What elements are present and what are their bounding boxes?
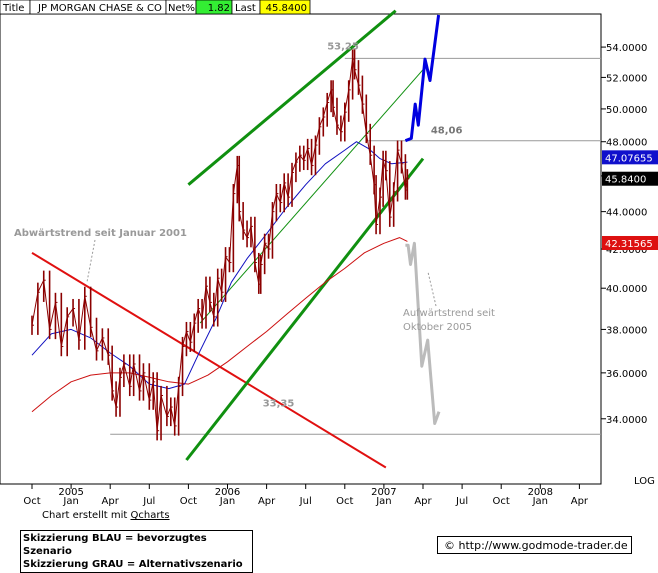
x-tick-label: Oct	[23, 496, 40, 507]
x-tick-label: Oct	[493, 496, 510, 507]
copyright-icon: ©	[444, 539, 455, 552]
uptrend-annotation-line1: Aufwärtstrend seit	[403, 308, 495, 319]
last-price-tag: 45.8400	[605, 175, 646, 186]
x-tick-label: Oct	[180, 496, 197, 507]
year-label: 2007	[371, 487, 396, 498]
level-label-48: 48,06	[431, 126, 463, 137]
y-tick-label: 52.0000	[606, 73, 647, 84]
symbol-name: JP MORGAN CHASE & CO	[37, 3, 162, 14]
y-tick-label: 54.0000	[606, 43, 647, 54]
price-line	[31, 58, 408, 432]
level-label-33: 33,35	[263, 398, 295, 409]
net-label: Net%	[168, 3, 195, 14]
channel-lower-line	[185, 157, 425, 461]
y-tick-label: 44.0000	[606, 208, 647, 219]
x-tick-label: Apr	[102, 496, 120, 507]
chart-credit: Chart erstellt mit Qcharts	[42, 510, 170, 521]
channel-upper-line	[187, 9, 397, 186]
ma-fast-line	[31, 141, 408, 390]
ma-slow-value-tag: 42.31565	[605, 239, 653, 250]
x-tick-label: Jul	[142, 496, 155, 507]
y-tick-label: 40.0000	[606, 284, 647, 295]
uptrend-annotation-pointer	[427, 271, 437, 307]
channel-mid-line	[199, 69, 424, 324]
scenario-gray-line	[405, 241, 441, 425]
last-value-box	[259, 0, 311, 15]
x-tick-label: Jul	[455, 496, 468, 507]
last-price-tag-box	[602, 171, 658, 186]
axes: 34.0000 36.0000 38.0000 40.0000 42.0000 44.00…	[23, 43, 658, 507]
net-value: 1.82	[208, 3, 230, 14]
y-tick-label: 42.0000	[606, 245, 647, 256]
legend-line-blue: Skizzierung BLAU = bevorzugtes Szenario	[23, 533, 207, 557]
x-tick-label: Jan	[375, 496, 391, 507]
ma-fast-value-tag-box	[602, 150, 658, 165]
title-label: Title	[2, 3, 24, 14]
ma-slow-line	[31, 237, 408, 413]
x-tick-label: Apr	[571, 496, 589, 507]
credit-link[interactable]: Qcharts	[130, 510, 170, 521]
legend-line-gray: Skizzierung GRAU = Alternativszenario	[23, 559, 243, 570]
year-label: 2005	[58, 487, 83, 498]
source-link[interactable]: http://www.godmode-trader.de	[458, 539, 628, 552]
chart-header: Title JP MORGAN CHASE & CO Net% 1.82 Las…	[0, 0, 311, 15]
y-tick-label: 50.0000	[606, 105, 647, 116]
annotation-labels: 53,25 48,06 33,35 Abwärtstrend seit Januar …	[14, 41, 495, 409]
x-tick-label: Oct	[336, 496, 353, 507]
credit-prefix: Chart erstellt mit	[42, 510, 131, 521]
last-value: 45.8400	[266, 3, 307, 14]
y-tick-label: 38.0000	[606, 325, 647, 336]
year-label: 2008	[528, 487, 553, 498]
x-tick-label: Apr	[258, 496, 276, 507]
downtrend-line	[31, 251, 387, 469]
scenario-blue-line	[404, 14, 441, 143]
y-tick-label: 48.0000	[606, 138, 647, 149]
x-tick-label: Jan	[219, 496, 235, 507]
ma-fast-value-tag: 47.07655	[605, 153, 653, 164]
uptrend-annotation-line2: Oktober 2005	[403, 322, 472, 333]
level-label-53: 53,25	[327, 41, 359, 52]
y-tick-label: 36.0000	[606, 369, 647, 380]
x-tick-label: Jul	[299, 496, 312, 507]
plot-area	[0, 13, 602, 485]
scenario-sketches	[404, 14, 441, 425]
price-series	[31, 49, 410, 441]
x-tick-label: Jan	[62, 496, 78, 507]
y-tick-label: 34.0000	[606, 415, 647, 426]
source-box: © http://www.godmode-trader.de	[437, 536, 632, 554]
x-tick-label: Apr	[414, 496, 432, 507]
plot-frame	[0, 13, 602, 485]
downtrend-annotation-pointer	[86, 239, 96, 283]
year-label: 2006	[215, 487, 240, 498]
scenario-legend: Skizzierung BLAU = bevorzugtes Szenario …	[20, 530, 253, 573]
last-label: Last	[235, 3, 256, 14]
ma-slow-value-tag-box	[602, 235, 658, 250]
downtrend-annotation: Abwärtstrend seit Januar 2001	[14, 228, 187, 239]
x-tick-label: Jan	[532, 496, 548, 507]
log-scale-label: LOG	[634, 476, 655, 487]
